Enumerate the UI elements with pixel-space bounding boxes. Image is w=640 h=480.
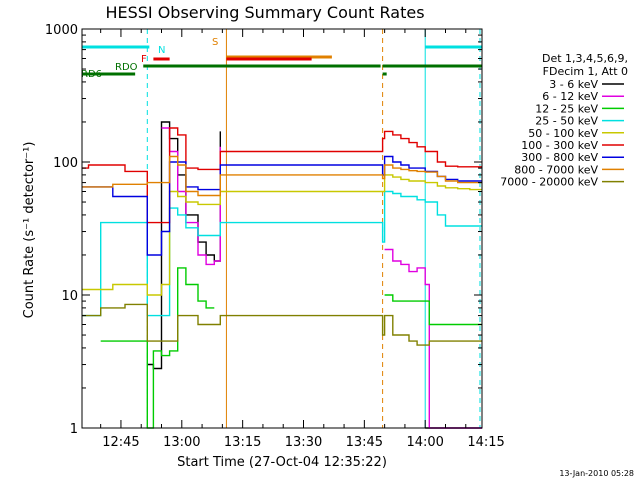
legend-label-1: 6 - 12 keV [542, 90, 598, 103]
x-tick-label-1: 13:00 [163, 435, 200, 450]
y-tick-label-3: 1000 [45, 23, 78, 38]
series-3 [82, 190, 482, 317]
footer-timestamp: 13-Jan-2010 05:28 [559, 469, 634, 478]
series-line-3 [82, 190, 482, 317]
y-tick-label-2: 100 [53, 156, 78, 171]
y-axis-label: Count Rate (s⁻¹ detector⁻¹) [22, 142, 37, 319]
x-tick-label-5: 14:00 [406, 435, 443, 450]
legend-label-7: 800 - 7000 keV [514, 163, 598, 176]
legend-label-3: 25 - 50 keV [535, 115, 598, 128]
series-line-8 [82, 303, 482, 346]
x-axis-label: Start Time (27-Oct-04 12:35:22) [177, 455, 387, 470]
state-label-rdo: RDO [115, 62, 138, 73]
legend-label-8: 7000 - 20000 keV [500, 176, 598, 189]
series-7 [82, 155, 482, 197]
legend-label-6: 300 - 800 keV [521, 151, 598, 164]
chart-title: HESSI Observing Summary Count Rates [105, 3, 424, 22]
axes: 1 10 100 1000 12:45 13:00 13:15 13:30 13:45 14:00… [45, 23, 505, 450]
y-tick-label-0: 1 [70, 422, 78, 437]
legend-header-0: Det 1,3,4,5,6,9, [542, 52, 628, 65]
series-2 [100, 267, 482, 429]
series-8 [82, 303, 482, 346]
legend-label-4: 50 - 100 keV [528, 127, 598, 140]
x-tick-label-0: 12:45 [102, 435, 139, 450]
legend-label-0: 3 - 6 keV [549, 78, 598, 91]
series-line-4 [82, 174, 482, 296]
x-tick-label-2: 13:15 [224, 435, 261, 450]
state-label-f: F [141, 54, 147, 65]
series-line-7 [82, 155, 482, 197]
plot-frame [81, 28, 483, 429]
legend-label-2: 12 - 25 keV [535, 102, 598, 115]
y-tick-label-1: 10 [61, 289, 78, 304]
state-label-s: S [212, 37, 218, 48]
x-tick-label-3: 13:30 [285, 435, 322, 450]
legend-label-5: 100 - 300 keV [521, 139, 598, 152]
series-line-2 [100, 267, 482, 429]
series-1 [161, 127, 482, 429]
series-line-1 [161, 127, 482, 429]
state-label-n: N [158, 45, 165, 56]
x-tick-label-6: 14:15 [467, 435, 504, 450]
x-tick-label-4: 13:45 [346, 435, 383, 450]
legend-header-1: FDecim 1, Att 0 [543, 65, 628, 78]
state-label-rd6: RD6 [81, 69, 102, 80]
series-4 [82, 174, 482, 296]
legend: Det 1,3,4,5,6,9,FDecim 1, Att 03 - 6 keV… [500, 52, 628, 189]
